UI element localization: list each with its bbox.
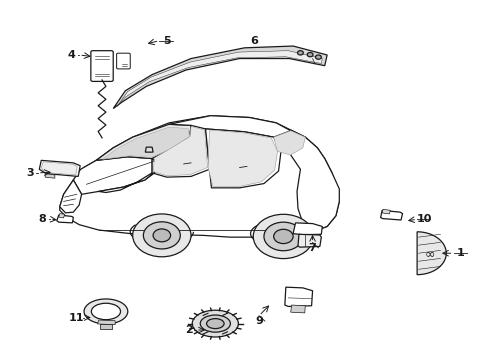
Polygon shape (73, 157, 162, 194)
Text: 5: 5 (163, 36, 170, 46)
Polygon shape (380, 210, 402, 220)
Text: 11: 11 (69, 312, 84, 323)
Polygon shape (381, 209, 389, 214)
Polygon shape (285, 287, 312, 306)
Polygon shape (205, 129, 281, 188)
FancyBboxPatch shape (116, 53, 130, 69)
Polygon shape (39, 160, 80, 176)
Text: ∞: ∞ (424, 247, 434, 260)
Circle shape (253, 214, 313, 258)
Text: 8: 8 (39, 214, 46, 224)
Circle shape (297, 51, 303, 55)
Polygon shape (113, 46, 326, 109)
Text: 6: 6 (250, 36, 258, 46)
Circle shape (132, 214, 191, 257)
Polygon shape (145, 147, 153, 152)
Text: 4: 4 (68, 50, 76, 60)
Text: 3: 3 (27, 168, 34, 178)
Polygon shape (96, 124, 193, 160)
Polygon shape (98, 320, 115, 325)
Polygon shape (99, 158, 157, 193)
Polygon shape (169, 116, 290, 137)
Circle shape (315, 55, 321, 59)
Polygon shape (152, 125, 209, 177)
Text: 10: 10 (416, 214, 431, 224)
Text: 1: 1 (456, 248, 464, 258)
Circle shape (273, 229, 292, 244)
Circle shape (306, 53, 312, 57)
Ellipse shape (206, 319, 224, 329)
Ellipse shape (91, 303, 120, 320)
Polygon shape (273, 131, 305, 155)
Polygon shape (207, 130, 277, 186)
Circle shape (143, 222, 180, 249)
Polygon shape (41, 162, 77, 175)
Polygon shape (45, 174, 55, 178)
Polygon shape (290, 305, 305, 313)
Polygon shape (117, 51, 322, 107)
Ellipse shape (84, 299, 127, 324)
Polygon shape (59, 213, 64, 218)
Circle shape (153, 229, 170, 242)
Polygon shape (290, 130, 339, 232)
FancyBboxPatch shape (91, 51, 113, 81)
Bar (100, 324, 112, 329)
Circle shape (264, 222, 302, 251)
Ellipse shape (192, 310, 238, 337)
Text: 9: 9 (255, 316, 263, 326)
Polygon shape (297, 234, 321, 247)
Polygon shape (57, 215, 73, 223)
Polygon shape (292, 223, 322, 235)
Polygon shape (102, 127, 189, 159)
Polygon shape (60, 180, 81, 213)
Polygon shape (153, 126, 207, 176)
Ellipse shape (200, 315, 230, 332)
Text: 2: 2 (184, 325, 192, 335)
Text: 7: 7 (308, 243, 316, 253)
Polygon shape (416, 232, 446, 275)
Polygon shape (60, 116, 339, 237)
